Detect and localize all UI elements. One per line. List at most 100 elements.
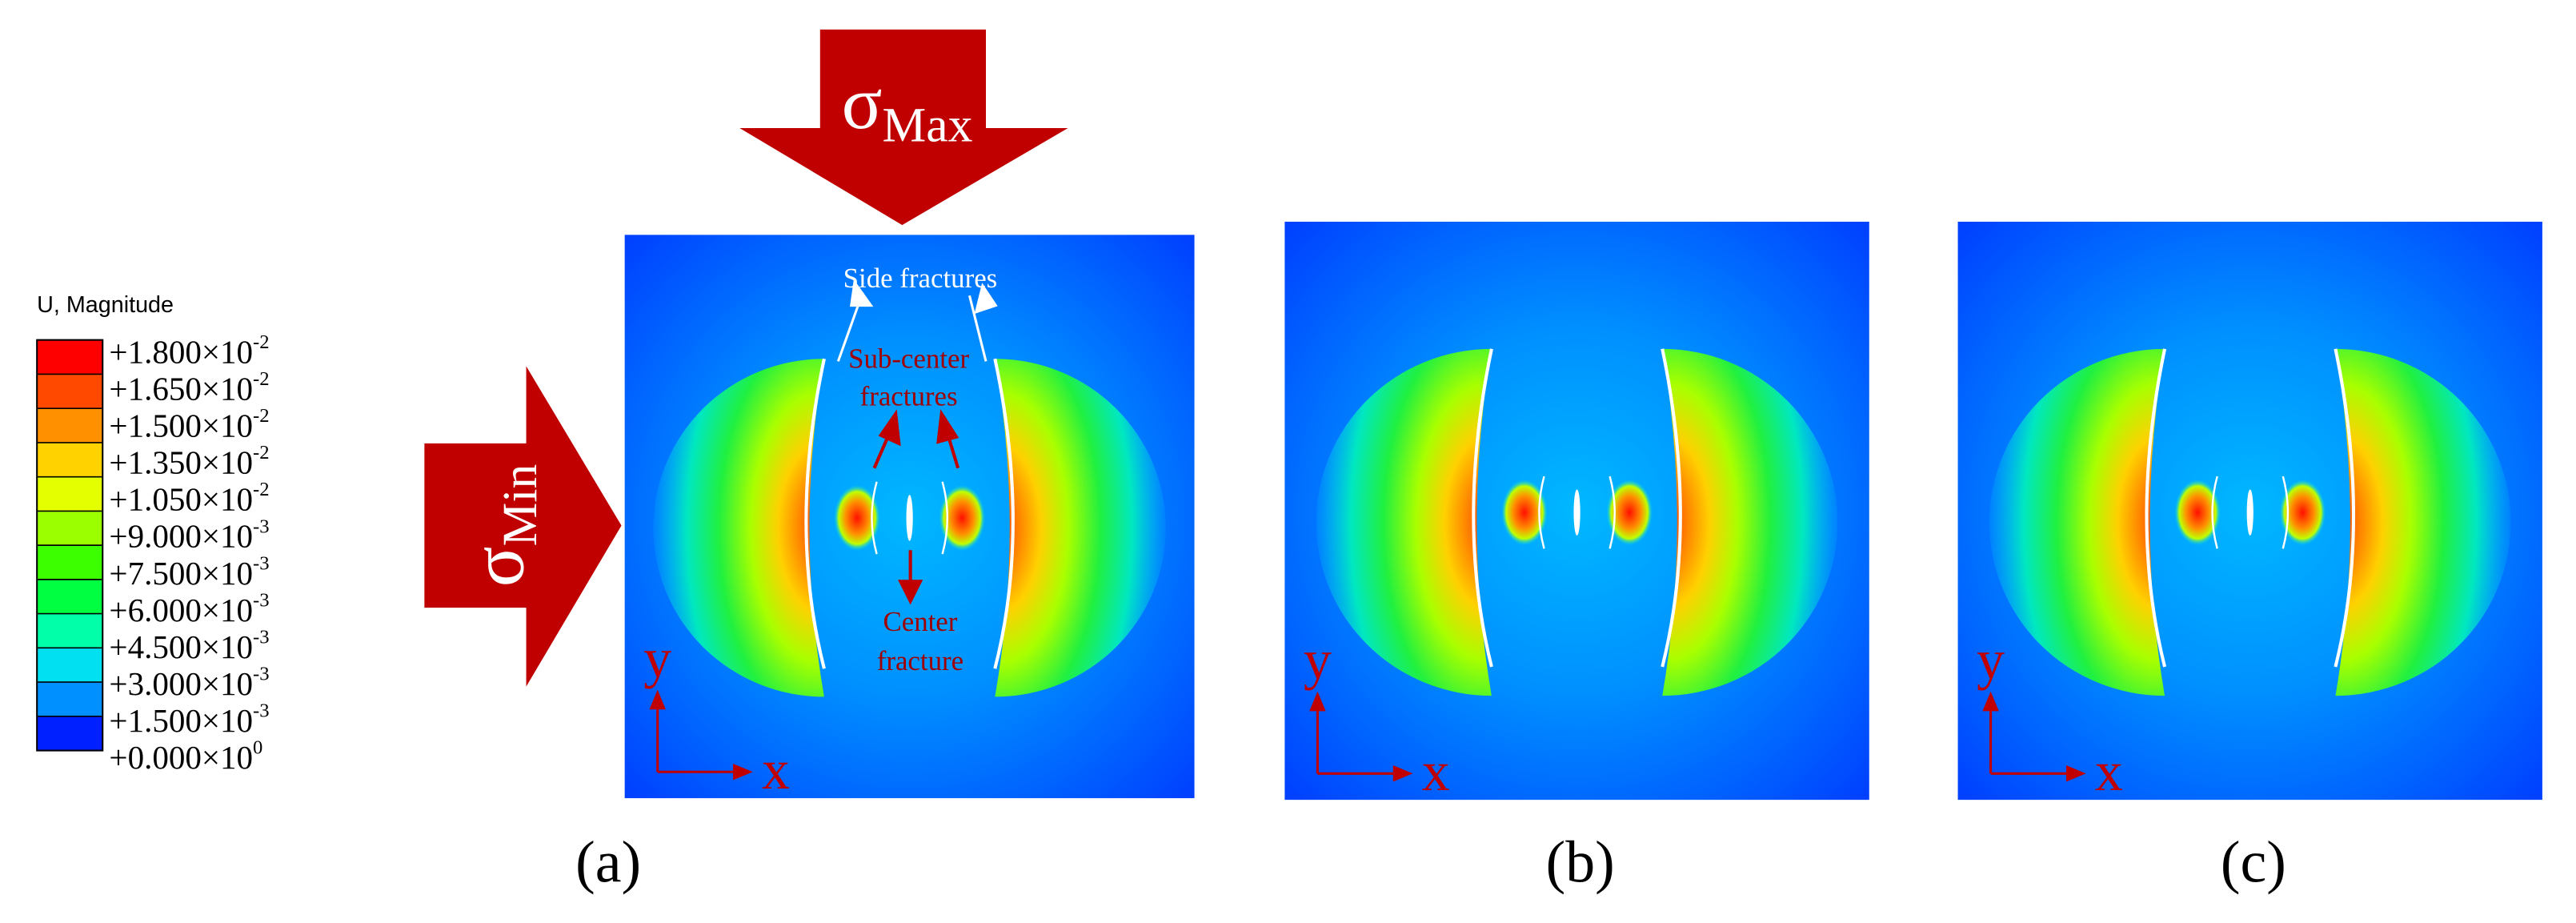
axis-arrow-head [1309,691,1326,712]
legend-label: +3.000×10-3 [109,664,269,702]
side-arrows [836,279,998,362]
axis-arrow-head [1392,765,1413,782]
legend-label: +0.000×100 [109,737,262,776]
sub-center-fracture [1538,476,1545,549]
axis-arrow-head [649,689,666,710]
axis-y-label: y [1977,629,2005,691]
label-exponent: -3 [253,516,270,537]
subscript: Min [493,464,547,547]
label-exponent: -2 [253,368,270,390]
annotation-center: Center [883,606,957,637]
load-arrow-min [424,366,622,687]
label-exponent: -2 [253,442,270,464]
center-fracture [2246,489,2253,536]
label-exponent: -3 [253,552,270,574]
legend-band [37,408,103,443]
label-base: +1.050×10 [109,481,253,518]
axis-arrow-head [2065,765,2086,782]
legend-label: +6.000×10-3 [109,589,269,628]
label-exponent: -3 [253,626,270,648]
label-exponent: -3 [253,700,270,722]
arrow-head [898,580,923,605]
sub-center-fracture [2211,476,2218,549]
legend-band [37,339,103,375]
label-base: +1.500×10 [109,702,253,739]
side-fracture [993,358,1015,669]
axis-arrow-head [733,763,753,781]
symbol: σ [456,546,539,587]
panel-label: (a) [575,829,641,895]
center-fracture [1573,489,1580,536]
label-exponent: 0 [253,737,262,759]
legend-band [37,716,103,752]
hot-spot [1501,480,1548,546]
legend-band [37,579,103,615]
arrow-head [974,283,998,315]
side-fracture [1661,348,1682,668]
symbol: σ [842,62,883,145]
panel: y x (b) [1284,221,1869,895]
legend: U, Magnitude +1.800×10-2+1.650×10-2+1.50… [36,292,270,776]
legend-band [37,613,103,648]
legend-band [37,648,103,683]
sub-center-fracture [2282,476,2290,549]
legend-band [37,511,103,546]
label-base: +1.650×10 [109,370,253,407]
side-fracture [1472,348,1493,668]
legend-frame [36,339,104,752]
panel-label: (b) [1546,829,1615,895]
label-exponent: -2 [253,405,270,427]
arrow-head [849,279,874,307]
legend-band [37,682,103,717]
axis-x-label: x [762,740,790,801]
arrow-head [878,409,901,447]
arrow-head [936,409,959,444]
subscript: Max [883,98,973,152]
legend-label: +1.350×10-2 [109,442,269,480]
label-base: +6.000×10 [109,592,253,628]
legend-label: +1.050×10-2 [109,479,269,517]
legend-title: U, Magnitude [37,292,174,318]
lobe-left [653,359,824,697]
label-base: +7.500×10 [109,555,253,592]
legend-label: +7.500×10-3 [109,552,269,591]
hot-spot [834,484,880,552]
sub-center-fracture [941,481,949,555]
lobe-left [1316,348,1492,696]
axis-y-label: y [643,628,671,689]
side-fracture [2334,348,2355,668]
lobe-right [1662,348,1838,696]
annotation-center: fracture [877,645,963,676]
legend-label: +9.000×10-3 [109,516,269,554]
side-fracture [2145,348,2167,668]
annotation-sub-center: fractures [860,381,958,412]
lobe-right [2335,348,2511,696]
hot-spot [939,484,985,552]
legend-band [37,374,103,409]
panel: y x (c) [1957,221,2542,895]
label-base: +1.800×10 [109,333,253,370]
axis-y-label: y [1304,629,1332,691]
sub-center-arrows [872,409,960,605]
legend-label: +4.500×10-3 [109,626,269,664]
sub-center-fracture [1608,476,1616,549]
label-base: +0.000×10 [109,739,253,776]
hot-spot [1606,480,1653,546]
panels: y x (a) y x (b) y x (c) [575,221,2542,895]
center-fracture [906,495,913,541]
panel-label: (c) [2221,829,2286,895]
label-exponent: -3 [253,589,270,611]
legend-band [37,545,103,580]
axis-arrow-head [1982,691,1999,712]
label-base: +1.500×10 [109,407,253,444]
label-exponent: -2 [253,479,270,500]
hot-spot [2174,480,2221,546]
label-base: +9.000×10 [109,518,253,555]
arrow-line [968,295,988,362]
side-fracture [804,358,826,669]
legend-label: +1.500×10-3 [109,700,269,739]
legend-band [37,442,103,478]
axis-x-label: x [2095,741,2123,803]
